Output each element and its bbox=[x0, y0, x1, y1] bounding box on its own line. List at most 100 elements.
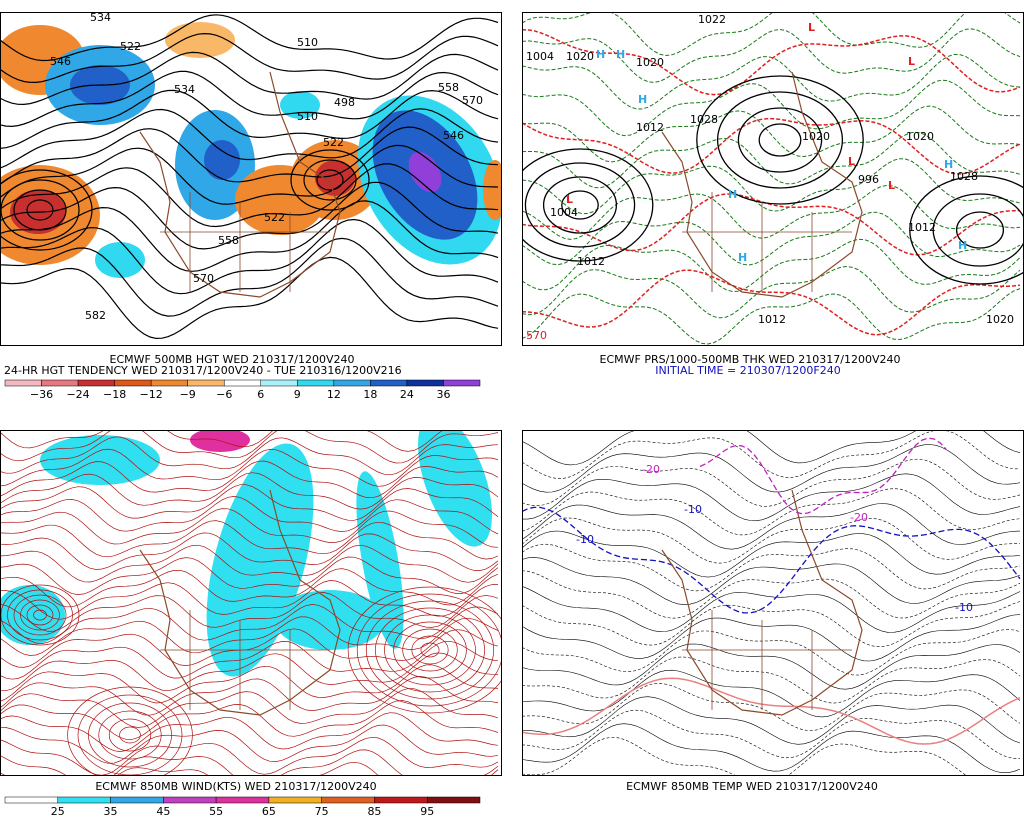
colorbar-swatch bbox=[426, 796, 481, 804]
contour-line bbox=[0, 200, 499, 272]
contour-label: 1020 bbox=[566, 50, 594, 63]
shade bbox=[315, 160, 355, 196]
colorbar-swatch bbox=[150, 379, 188, 387]
colorbar-label: 95 bbox=[420, 805, 434, 818]
low-center: L bbox=[908, 55, 915, 68]
contour-line bbox=[0, 460, 499, 499]
shade bbox=[40, 435, 160, 485]
panel-title: ECMWF PRS/1000-500MB THK WED 210317/1200… bbox=[600, 353, 901, 366]
contour-line bbox=[0, 14, 499, 62]
contour-line bbox=[522, 12, 1021, 57]
contour-line bbox=[0, 126, 499, 185]
contour-line bbox=[522, 488, 1021, 536]
colorbar-label: −6 bbox=[216, 388, 232, 401]
contour-line bbox=[522, 629, 1021, 676]
colorbar-label: 25 bbox=[51, 805, 65, 818]
contour-label: 498 bbox=[334, 96, 355, 109]
contour-line bbox=[0, 532, 499, 571]
contour-label: 582 bbox=[85, 309, 106, 322]
contour-line bbox=[0, 70, 499, 128]
contour-loop bbox=[524, 162, 636, 248]
contour-loop bbox=[365, 600, 495, 700]
contour-line bbox=[522, 643, 1021, 690]
shade bbox=[190, 430, 250, 452]
contour-line bbox=[0, 89, 499, 149]
contour-label: 1020 bbox=[906, 130, 934, 143]
contour-loop bbox=[98, 710, 162, 760]
contour-line bbox=[522, 656, 1021, 704]
colorbar-label: −9 bbox=[180, 388, 196, 401]
colorbar-label: 18 bbox=[363, 388, 377, 401]
contour-line bbox=[522, 503, 1021, 550]
contour-line bbox=[0, 556, 499, 595]
colorbar-label: 36 bbox=[436, 388, 450, 401]
contour-line bbox=[522, 444, 1021, 493]
contour-loop bbox=[737, 107, 823, 173]
contour-loop bbox=[955, 211, 1005, 249]
shade bbox=[95, 242, 145, 278]
coastline bbox=[661, 489, 863, 716]
contour-line bbox=[522, 131, 1021, 189]
contour-line bbox=[0, 237, 499, 317]
colorbar-swatch bbox=[268, 796, 322, 804]
colorbar-label: −24 bbox=[66, 388, 89, 401]
contour-loop bbox=[13, 189, 67, 231]
contour-label: 510 bbox=[297, 36, 318, 49]
contour-loop bbox=[909, 175, 1024, 285]
contour-line bbox=[0, 484, 499, 521]
contours bbox=[0, 12, 1024, 775]
shade bbox=[483, 160, 502, 220]
high-center: H bbox=[944, 158, 953, 171]
colorbar-label: 35 bbox=[104, 805, 118, 818]
contour-label: 1012 bbox=[577, 255, 605, 268]
contour-label: 1020 bbox=[986, 313, 1014, 326]
contour-line bbox=[522, 29, 1021, 96]
coastline bbox=[139, 489, 341, 716]
colorbar-label: 75 bbox=[315, 805, 329, 818]
colorbar-swatch bbox=[215, 796, 270, 804]
colorbar-label: −12 bbox=[140, 388, 163, 401]
contour-label: 522 bbox=[323, 136, 344, 149]
contour-loop bbox=[77, 694, 183, 775]
high-center: H bbox=[596, 48, 605, 61]
contour-loop bbox=[402, 628, 458, 672]
contour-loop bbox=[119, 726, 141, 744]
contour-loop bbox=[88, 702, 172, 768]
contour-label: -10 bbox=[576, 533, 594, 546]
colorbar-swatch bbox=[110, 796, 164, 804]
contour-loop bbox=[303, 159, 357, 201]
contour-line bbox=[0, 520, 499, 560]
colorbar-swatch bbox=[4, 796, 59, 804]
contour-loop bbox=[696, 75, 864, 205]
contour-label: 522 bbox=[120, 40, 141, 53]
borders bbox=[682, 610, 852, 710]
contour-loop bbox=[20, 599, 60, 631]
contour-label: 534 bbox=[90, 11, 111, 24]
colorbar-swatch bbox=[41, 379, 79, 387]
colorbar-swatch bbox=[374, 796, 428, 804]
contour-loop bbox=[375, 607, 485, 693]
colorbar-label: 45 bbox=[156, 805, 170, 818]
shade bbox=[356, 471, 404, 649]
contour-label: 570 bbox=[193, 272, 214, 285]
contour-line bbox=[522, 601, 1021, 648]
contour-label: 1022 bbox=[698, 13, 726, 26]
panel-title: ECMWF 850MB WIND(KTS) WED 210317/1200V24… bbox=[95, 780, 376, 793]
colorbar-label: −36 bbox=[30, 388, 53, 401]
contour-loop bbox=[716, 91, 844, 189]
contour-line bbox=[0, 256, 499, 340]
contour-line bbox=[0, 448, 499, 487]
contour-line bbox=[522, 709, 1021, 759]
contour-line bbox=[0, 664, 499, 704]
contour-label: 546 bbox=[443, 129, 464, 142]
contour-loop bbox=[420, 642, 440, 658]
contour-line bbox=[522, 677, 1021, 745]
contour-line bbox=[522, 696, 1021, 745]
contour-label: 1020 bbox=[636, 56, 664, 69]
low-center: L bbox=[808, 21, 815, 34]
contour-labels: -10 -20 -10 -20 -10 bbox=[576, 463, 973, 614]
contour-line bbox=[522, 288, 1021, 345]
contour-line bbox=[0, 436, 499, 476]
contour-loop bbox=[67, 686, 193, 775]
